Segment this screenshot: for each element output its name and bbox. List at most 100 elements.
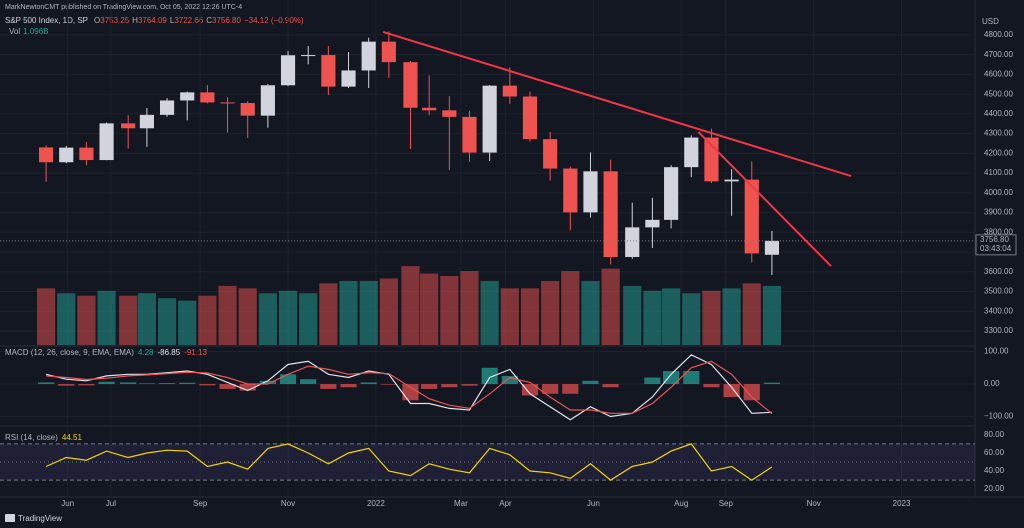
candle-body	[240, 103, 255, 116]
candle-body	[563, 168, 578, 213]
volume-bar	[460, 271, 479, 345]
volume-bar	[379, 278, 398, 345]
volume-bar	[401, 266, 420, 345]
macd-histogram-bar	[380, 384, 397, 385]
macd-histogram-bar	[138, 383, 155, 385]
macd-histogram-bar	[703, 384, 720, 388]
ohlc-value: 3756.80	[212, 16, 241, 25]
x-tick-label: Mar	[454, 499, 468, 508]
y-tick-label: 3600.00	[984, 267, 1013, 276]
y-tick-label: 3900.00	[984, 208, 1013, 217]
price-tag-value: 3756.80	[980, 235, 1009, 244]
macd-histogram-bar	[199, 384, 216, 386]
macd-histogram-bar	[158, 383, 176, 385]
change: −34.12 (−0.90%)	[244, 16, 304, 25]
y-tick-label: 4600.00	[984, 70, 1013, 79]
volume-bar	[420, 273, 439, 345]
y-tick-label: 4000.00	[984, 188, 1013, 197]
volume-bar	[702, 290, 721, 345]
volume-bar	[581, 280, 600, 345]
volume-bar	[623, 285, 642, 345]
ohlc-value: 3722.66	[174, 16, 203, 25]
x-tick-label: Sep	[719, 499, 734, 508]
y-tick-label: 4400.00	[984, 109, 1013, 118]
volume-bar	[198, 295, 217, 345]
ohlc-value: 3764.09	[138, 16, 167, 25]
candle-body	[280, 55, 296, 86]
candle-body	[603, 171, 618, 257]
volume-bar	[722, 288, 741, 345]
macd-histogram-bar	[542, 384, 559, 394]
x-tick-label: Jul	[106, 499, 116, 508]
y-tick-label: 3800.00	[984, 227, 1013, 236]
y-tick-label: 4200.00	[984, 148, 1013, 157]
ohlc-value: 3753.25	[100, 16, 129, 25]
volume-key: Vol	[9, 27, 20, 36]
macd-histogram-bar	[98, 381, 115, 385]
candle-body	[502, 85, 517, 97]
y-tick-label: 4500.00	[984, 89, 1013, 98]
macd-histogram-bar	[481, 367, 498, 385]
macd-histogram-bar	[602, 384, 619, 388]
candle-body	[482, 85, 497, 153]
macd-histogram-bar	[461, 384, 478, 386]
volume-bar	[258, 293, 277, 345]
volume-bar	[480, 280, 499, 345]
candle-body	[121, 123, 136, 129]
macd-label: MACD (12, 26, close, 9, EMA, EMA)	[5, 348, 134, 357]
volume-bar	[57, 293, 76, 345]
x-tick-label: Nov	[807, 499, 821, 508]
volume-bar	[77, 295, 96, 345]
candle-body	[583, 171, 598, 213]
y-tick-label: 60.00	[984, 448, 1005, 457]
candle-body	[462, 116, 477, 153]
volume-bar	[541, 280, 560, 345]
macd-histogram-bar	[421, 384, 438, 389]
candle-body	[422, 107, 437, 111]
volume-bar	[601, 268, 620, 345]
volume-bar	[278, 290, 298, 345]
candle-body	[403, 62, 418, 108]
ohlc-key: L	[170, 16, 175, 25]
macd-histogram-bar	[582, 380, 599, 385]
macd-histogram-bar	[441, 384, 458, 388]
rsi-line	[45, 443, 773, 481]
y-tick-label: 40.00	[984, 466, 1005, 475]
macd-histogram-bar	[239, 384, 256, 391]
volume-legend: Vol 1.096B	[9, 27, 48, 36]
candle-body	[522, 96, 538, 140]
macd-legend: MACD (12, 26, close, 9, EMA, EMA) 4.28 -86…	[5, 348, 207, 357]
signal-line	[46, 360, 773, 415]
macd-histogram-bar	[562, 384, 579, 394]
volume-bar	[37, 288, 56, 345]
symbol-legend: S&P 500 Index, 1D, SP O3753.25 H3764.09 L37…	[5, 16, 304, 25]
y-tick-label: 80.00	[984, 430, 1005, 439]
macd-histogram-bar	[219, 384, 236, 389]
y-tick-label: 20.00	[984, 484, 1005, 493]
macd-histogram-bar	[320, 384, 337, 389]
volume-bar	[157, 298, 177, 345]
macd-hist-value: 4.28	[138, 348, 154, 357]
candle-body	[79, 147, 94, 161]
volume-bar	[97, 290, 116, 345]
brand-logo	[5, 514, 15, 522]
volume-bar	[137, 293, 156, 345]
volume-bar	[520, 288, 540, 345]
macd-histogram-bar	[360, 382, 377, 385]
y-tick-label: −100.00	[984, 412, 1014, 421]
y-tick-label: 3300.00	[984, 326, 1013, 335]
volume-bar	[742, 283, 761, 345]
candle-body	[159, 100, 175, 115]
volume-bar	[682, 293, 701, 345]
x-tick-label: Aug	[674, 499, 688, 508]
macd-value: -86.85	[158, 348, 181, 357]
candle-body	[764, 240, 780, 255]
macd-histogram-bar	[743, 384, 760, 401]
candle-body	[139, 114, 154, 129]
volume-bar	[178, 300, 197, 345]
macd-histogram-bar	[38, 382, 55, 385]
macd-histogram-bar	[78, 384, 95, 386]
candle-body	[381, 41, 396, 63]
y-tick-label: 100.00	[984, 347, 1009, 356]
macd-histogram-bar	[300, 379, 317, 385]
